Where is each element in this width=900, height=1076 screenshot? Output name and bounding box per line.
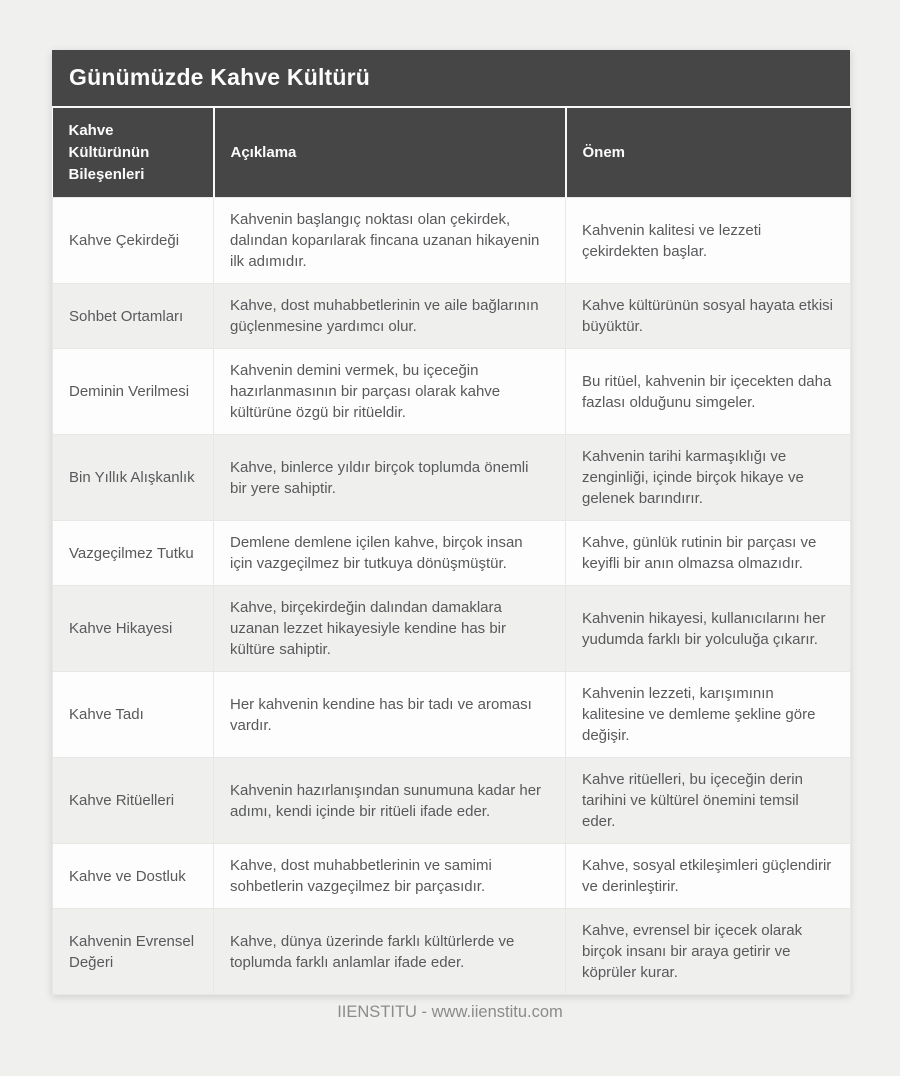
- header-cell-components: Kahve Kültürünün Bileşenleri: [52, 108, 214, 198]
- description-cell: Kahve, birçekirdeğin dalından damaklara …: [213, 585, 566, 673]
- importance-cell: Kahvenin kalitesi ve lezzeti çekirdekten…: [565, 197, 851, 285]
- coffee-culture-table: Kahve Kültürünün Bileşenleri Açıklama Ön…: [52, 108, 851, 996]
- description-cell: Kahvenin başlangıç noktası olan çekirdek…: [213, 197, 566, 285]
- header-cell-description: Açıklama: [212, 108, 566, 198]
- description-cell: Kahvenin demini vermek, bu içeceğin hazı…: [213, 348, 566, 436]
- table-header-row: Kahve Kültürünün Bileşenleri Açıklama Ön…: [52, 108, 851, 198]
- component-cell: Kahve Hikayesi: [52, 585, 214, 673]
- description-cell: Kahve, dost muhabbetlerinin ve aile bağl…: [213, 283, 566, 350]
- component-cell: Kahve Çekirdeği: [52, 197, 214, 285]
- component-cell: Deminin Verilmesi: [52, 348, 214, 436]
- importance-cell: Kahvenin tarihi karmaşıklığı ve zenginli…: [565, 434, 851, 522]
- table-row: Vazgeçilmez Tutku Demlene demlene içilen…: [52, 520, 851, 587]
- table-row: Kahve Hikayesi Kahve, birçekirdeğin dalı…: [52, 585, 851, 673]
- table-row: Kahve Tadı Her kahvenin kendine has bir …: [52, 671, 851, 759]
- component-cell: Kahve Ritüelleri: [52, 757, 214, 845]
- component-cell: Vazgeçilmez Tutku: [52, 520, 214, 587]
- description-cell: Kahvenin hazırlanışından sunumuna kadar …: [213, 757, 566, 845]
- importance-cell: Kahve, günlük rutinin bir parçası ve key…: [565, 520, 851, 587]
- importance-cell: Kahve kültürünün sosyal hayata etkisi bü…: [565, 283, 851, 350]
- table-row: Kahve Çekirdeği Kahvenin başlangıç nokta…: [52, 197, 851, 285]
- coffee-culture-table-card: Günümüzde Kahve Kültürü Kahve Kültürünün…: [52, 50, 851, 996]
- importance-cell: Bu ritüel, kahvenin bir içecekten daha f…: [565, 348, 851, 436]
- component-cell: Bin Yıllık Alışkanlık: [52, 434, 214, 522]
- component-cell: Kahve ve Dostluk: [52, 843, 214, 910]
- table-row: Kahvenin Evrensel Değeri Kahve, dünya üz…: [52, 908, 851, 996]
- importance-cell: Kahve ritüelleri, bu içeceğin derin tari…: [565, 757, 851, 845]
- component-cell: Kahve Tadı: [52, 671, 214, 759]
- table-row: Kahve Ritüelleri Kahvenin hazırlanışında…: [52, 757, 851, 845]
- importance-cell: Kahve, evrensel bir içecek olarak birçok…: [565, 908, 851, 996]
- description-cell: Kahve, dünya üzerinde farklı kültürlerde…: [213, 908, 566, 996]
- description-cell: Kahve, dost muhabbetlerinin ve samimi so…: [213, 843, 566, 910]
- header-cell-importance: Önem: [564, 108, 851, 198]
- importance-cell: Kahve, sosyal etkileşimleri güçlendirir …: [565, 843, 851, 910]
- footer-credit: IIENSTITU - www.iienstitu.com: [337, 1003, 563, 1021]
- importance-cell: Kahvenin hikayesi, kullanıcılarını her y…: [565, 585, 851, 673]
- importance-cell: Kahvenin lezzeti, karışımının kalitesine…: [565, 671, 851, 759]
- table-row: Kahve ve Dostluk Kahve, dost muhabbetler…: [52, 843, 851, 910]
- table-row: Sohbet Ortamları Kahve, dost muhabbetler…: [52, 283, 851, 350]
- description-cell: Her kahvenin kendine has bir tadı ve aro…: [213, 671, 566, 759]
- page-title: Günümüzde Kahve Kültürü: [52, 50, 850, 108]
- component-cell: Sohbet Ortamları: [52, 283, 214, 350]
- table-row: Bin Yıllık Alışkanlık Kahve, binlerce yı…: [52, 434, 851, 522]
- table-row: Deminin Verilmesi Kahvenin demini vermek…: [52, 348, 851, 436]
- description-cell: Kahve, binlerce yıldır birçok toplumda ö…: [213, 434, 566, 522]
- description-cell: Demlene demlene içilen kahve, birçok ins…: [213, 520, 566, 587]
- component-cell: Kahvenin Evrensel Değeri: [52, 908, 214, 996]
